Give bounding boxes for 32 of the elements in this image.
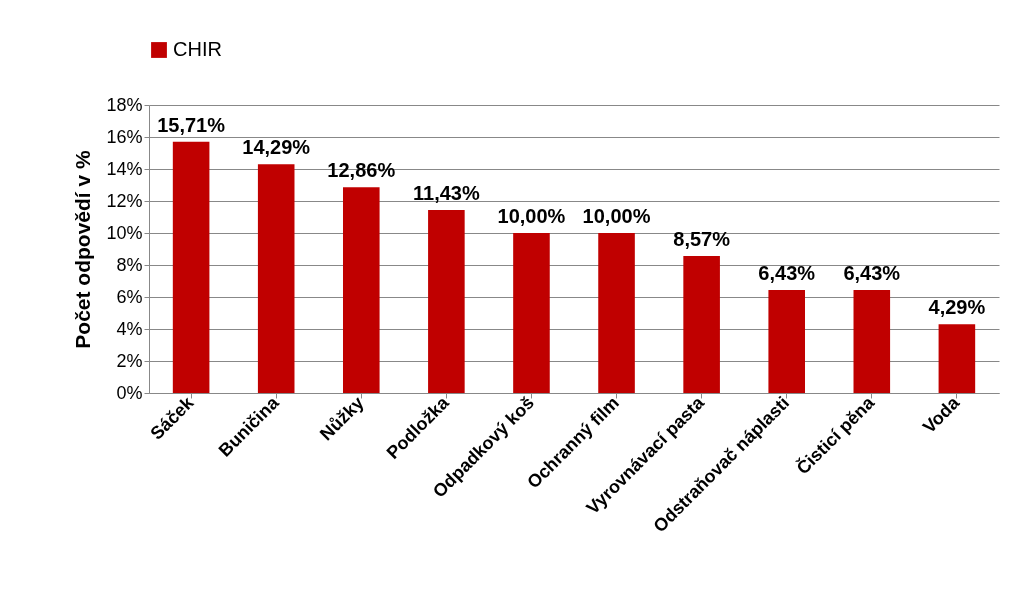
y-tick-label: 0% xyxy=(116,382,143,403)
bar xyxy=(598,233,635,393)
y-tick-label: 2% xyxy=(116,350,143,371)
data-label: 8,57% xyxy=(673,227,731,250)
data-label: 10,00% xyxy=(497,205,566,227)
bar xyxy=(853,290,891,393)
bar xyxy=(342,187,380,393)
bar xyxy=(172,141,210,393)
data-label: 6,43% xyxy=(758,262,816,285)
y-tick-label: 4% xyxy=(116,318,143,339)
data-label: 11,43% xyxy=(413,182,480,205)
bar xyxy=(768,290,806,393)
bar xyxy=(257,164,295,393)
y-tick-label: 18% xyxy=(106,94,143,115)
bar xyxy=(513,233,550,393)
y-tick-label: 16% xyxy=(106,126,143,147)
y-tick-label: 14% xyxy=(106,158,143,179)
y-tick-label: 6% xyxy=(116,286,143,307)
bar xyxy=(683,255,720,393)
bar xyxy=(938,324,976,393)
y-tick-label: 10% xyxy=(106,222,143,243)
y-tick-label: 12% xyxy=(106,190,143,211)
data-label: 4,29% xyxy=(928,296,986,319)
bar xyxy=(428,210,465,393)
data-label: 12,86% xyxy=(327,159,396,182)
y-tick-label: 8% xyxy=(116,254,143,275)
data-label: 15,71% xyxy=(157,113,226,136)
data-label: 10,00% xyxy=(582,205,651,227)
legend-label: CHIR xyxy=(173,38,222,60)
data-label: 14,29% xyxy=(242,136,311,159)
data-label: 6,43% xyxy=(843,262,901,285)
y-axis-title: Počet odpovědí v % xyxy=(71,149,95,349)
